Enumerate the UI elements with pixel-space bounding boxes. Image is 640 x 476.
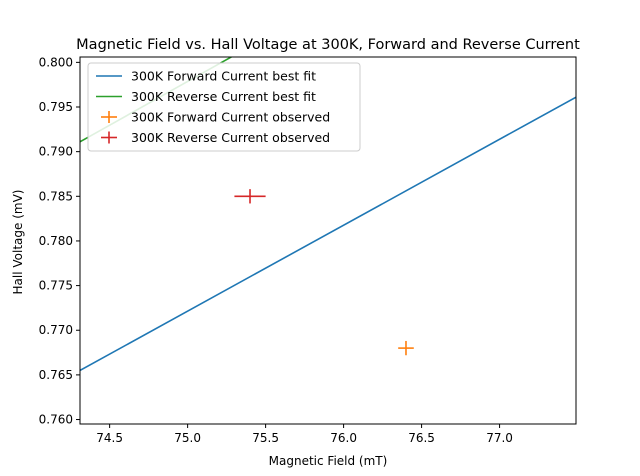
y-axis-label: Hall Voltage (mV)	[11, 190, 25, 295]
x-tick-label: 74.5	[96, 431, 123, 445]
chart-title: Magnetic Field vs. Hall Voltage at 300K,…	[76, 37, 580, 53]
legend-box	[87, 62, 361, 152]
legend-item-1: 300K Forward Current best fit	[96, 69, 316, 84]
y-tick-label: 0.780	[39, 234, 73, 248]
legend-item-4: 300K Reverse Current observed	[101, 130, 330, 145]
legend-item-2: 300K Reverse Current best fit	[96, 89, 316, 104]
legend-item-3: 300K Forward Current observed	[101, 110, 330, 125]
x-tick-label: 75.5	[252, 431, 279, 445]
x-tick-label: 75.0	[174, 431, 201, 445]
legend: 300K Forward Current best fit 300K Revers…	[87, 62, 361, 152]
x-tick-label: 77.0	[486, 431, 513, 445]
observed-point-2	[234, 189, 266, 204]
y-tick-label: 0.785	[39, 189, 73, 203]
y-tick-label: 0.775	[39, 279, 73, 293]
x-axis-ticks: 74.5 75.0 75.5 76.0 76.5 77.0	[96, 424, 513, 445]
y-tick-label: 0.760	[39, 413, 73, 427]
x-tick-label: 76.5	[408, 431, 435, 445]
y-tick-label: 0.790	[39, 145, 73, 159]
legend-label: 300K Forward Current observed	[131, 110, 330, 125]
fit-line-1	[80, 96, 576, 372]
y-tick-label: 0.765	[39, 368, 73, 382]
y-tick-label: 0.800	[39, 55, 73, 69]
legend-label: 300K Forward Current best fit	[131, 69, 316, 84]
y-tick-label: 0.770	[39, 323, 73, 337]
legend-label: 300K Reverse Current observed	[131, 130, 330, 145]
x-tick-label: 76.0	[330, 431, 357, 445]
y-axis-ticks: 0.760 0.765 0.770 0.775 0.780 0.785 0.790 0.795…	[39, 55, 80, 427]
observed-point-1	[398, 340, 414, 356]
legend-label: 300K Reverse Current best fit	[131, 89, 316, 104]
y-tick-label: 0.795	[39, 100, 73, 114]
x-axis-label: Magnetic Field (mT)	[269, 454, 388, 468]
